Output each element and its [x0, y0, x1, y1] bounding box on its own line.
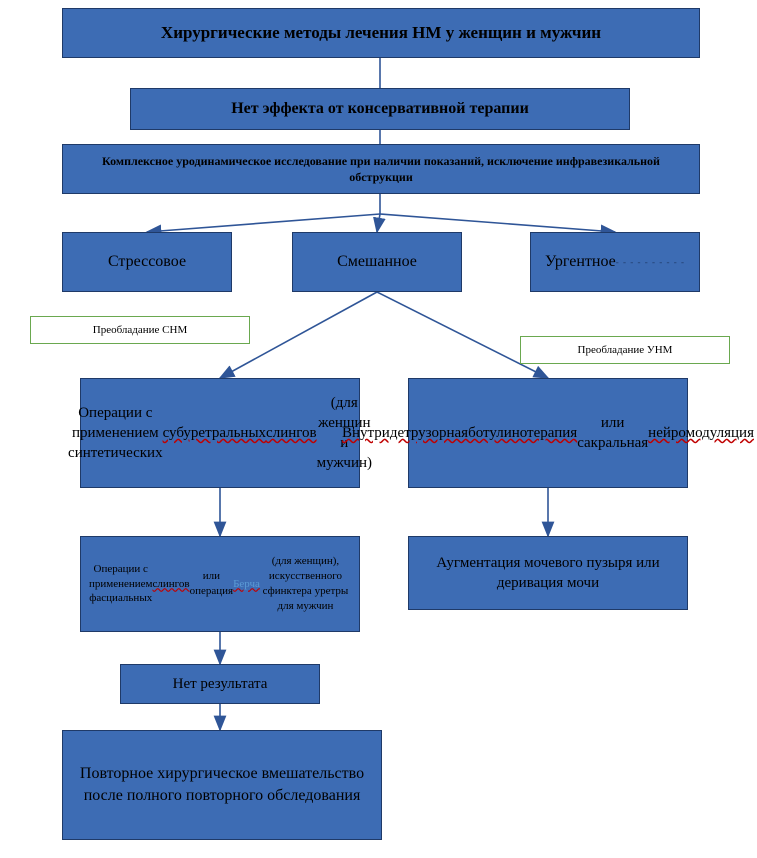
node-n6: Ургентное- - - - - - - - - -: [530, 232, 700, 292]
node-n4: Стрессовое: [62, 232, 232, 292]
node-n12: Повторное хирургическое вмешательство по…: [62, 730, 382, 840]
node-n10: Аугментация мочевого пузыря или дериваци…: [408, 536, 688, 610]
node-n11: Нет результата: [120, 664, 320, 704]
node-n9: Операции с применением фасциальных слинг…: [80, 536, 360, 632]
node-n1: Хирургические методы лечения НМ у женщин…: [62, 8, 700, 58]
node-n7: Операции с применением синтетических суб…: [80, 378, 360, 488]
node-w2: Преобладание УНМ: [520, 336, 730, 364]
node-n8: Внутридетрузорная ботулинотерапия или са…: [408, 378, 688, 488]
node-w1: Преобладание СНМ: [30, 316, 250, 344]
node-n2: Нет эффекта от консервативной терапии: [130, 88, 630, 130]
node-n5: Смешанное: [292, 232, 462, 292]
node-n3: Комплексное уродинамическое исследование…: [62, 144, 700, 194]
